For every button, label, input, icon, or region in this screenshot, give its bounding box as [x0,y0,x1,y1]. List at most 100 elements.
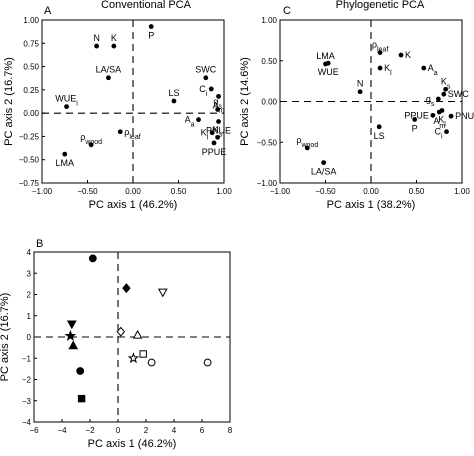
x-tick-label: 0 [116,426,121,435]
panel-label: A [44,5,52,17]
y-tick-label: 0.00 [23,109,39,118]
y-tick-label: 0.50 [23,63,39,72]
x-tick-label: 1.00 [454,187,470,196]
point-label: K [111,33,117,43]
loading-point [111,43,117,49]
loading-point [88,142,94,148]
point-label: Aa [428,63,438,77]
loading-point [94,43,99,49]
marker-star [127,352,140,364]
loading-point [215,134,221,140]
loading-point [435,96,441,102]
loading-point [216,119,221,124]
point-label: Kl [384,63,392,77]
loading-point [412,117,418,122]
panel-title: Conventional PCA [101,0,192,11]
loading-point [321,160,327,166]
loading-point [436,109,442,115]
loading-point [64,104,69,110]
marker-circle [203,358,212,367]
loading-point [208,86,214,92]
x-tick-label: −0.50 [315,187,336,196]
y-tick-label: −0.75 [19,179,40,188]
panel-C: −1.00 −0.50 0.00 0.50 1.00 1.00 0.50 0.00 −0.50 −… [239,0,474,211]
point-label: Ci [434,127,443,141]
loading-point [216,93,221,99]
loading-point [357,89,363,95]
marker-diamond [116,326,126,337]
loading-point [325,60,331,66]
x-tick-label: 2 [144,426,149,435]
point-label: ρwood [296,135,318,149]
loading-point [443,86,449,92]
y-tick-label: 0.25 [23,86,39,95]
loading-point [441,91,447,97]
y-tick-label: −3 [22,397,32,406]
panel-title: Phylogenetic PCA [336,0,425,11]
loading-point [106,75,111,81]
point-label: gs [213,96,222,110]
marker-circle [76,367,85,375]
y-tick-label: 1 [27,312,32,321]
point-label: LMA [316,51,335,61]
loading-point [448,113,454,119]
y-tick-label: 4 [27,248,32,257]
point-label: PNUE [455,111,474,121]
point-label: Ks [213,124,223,138]
y-axis-label: PC axis 2 (14.6%) [239,57,251,146]
loading-point [304,145,310,151]
marker-circle [88,254,97,263]
x-tick-label: −1.00 [32,187,53,196]
panel-label: B [36,238,43,250]
point-label: K [405,50,411,60]
x-tick-label: 0.50 [171,187,187,196]
marker-triangle-up [132,329,143,339]
point-label: Ks [441,76,451,90]
y-axis-label: PC axis 2 (16.7%) [0,293,11,382]
marker-square [139,350,147,358]
loading-point [430,112,436,118]
x-tick-label: −6 [29,426,39,435]
y-tick-label: 1.00 [261,16,277,25]
marker-star [64,329,77,341]
loading-point [171,98,177,104]
point-label: SWC [448,89,469,99]
marker-triangle-down [66,320,77,330]
y-tick-label: 3 [27,269,32,278]
loading-point [196,117,201,123]
y-tick-label: 1.00 [23,16,39,25]
loading-point [377,50,383,55]
point-label: LS [168,88,179,98]
x-tick-label: 1.00 [216,187,232,196]
marker-circle [147,358,156,367]
point-label: PNUE [206,126,231,136]
y-tick-label: −0.50 [19,156,40,165]
point-label: LA/SA [311,167,337,177]
y-tick-label: 0.00 [261,98,277,107]
y-tick-label: 0 [27,333,32,342]
loading-point [117,129,123,135]
x-tick-label: −1.00 [270,187,291,196]
y-tick-label: −1.00 [257,179,278,188]
x-axis-label: PC axis 1 (38.2%) [327,199,416,211]
y-tick-label: −4 [22,418,32,427]
x-tick-label: 0.00 [363,187,379,196]
point-label: SWC [195,65,216,75]
marker-square [77,394,86,403]
x-tick-label: 0.00 [125,187,141,196]
loading-point [62,151,68,157]
point-label: LA/SA [96,65,122,75]
x-axis-label: PC axis 1 (46.2%) [89,199,178,211]
point-label: P [148,31,154,41]
loading-point [398,52,404,58]
point-label: P [412,123,418,133]
loading-point [211,140,217,146]
loading-point [148,24,154,29]
point-label: LMA [55,158,74,168]
x-tick-label: −2 [85,426,95,435]
point-label: Kl [201,128,209,142]
y-tick-label: −1 [22,354,32,363]
x-tick-label: 8 [228,426,233,435]
point-label: N [357,79,364,89]
